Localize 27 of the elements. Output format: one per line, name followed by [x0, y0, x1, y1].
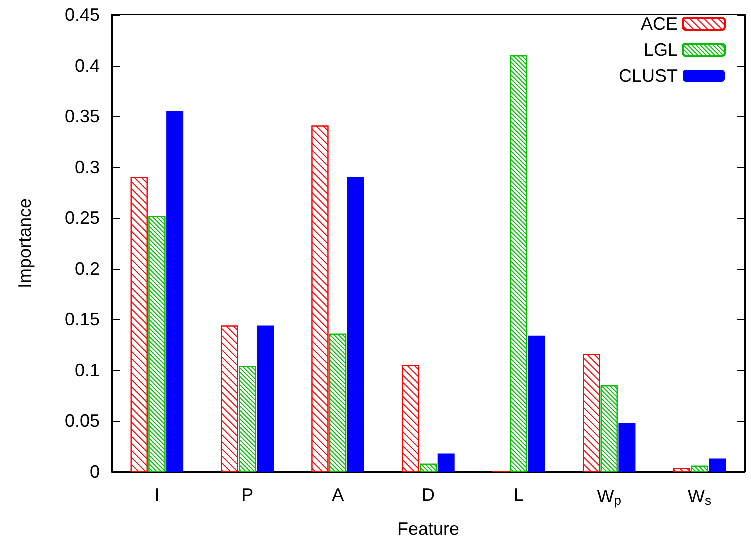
x-tick-label: D: [422, 485, 435, 505]
y-tick-label: 0.15: [64, 310, 100, 330]
bar: [618, 423, 636, 472]
legend-label: LGL: [644, 40, 678, 60]
bar: [438, 454, 455, 472]
y-tick-label: 0.45: [64, 5, 100, 25]
bar: [528, 336, 546, 472]
y-tick-label: 0.4: [74, 56, 100, 76]
bar: [709, 458, 726, 472]
legend-label: CLUST: [618, 66, 678, 86]
y-tick-label: 0.25: [64, 208, 100, 228]
x-tick-label: L: [514, 485, 524, 505]
x-tick-label: A: [332, 485, 344, 505]
bar: [166, 111, 184, 472]
x-axis-title: Feature: [397, 519, 460, 539]
y-tick-label: 0.35: [64, 106, 100, 127]
y-tick-label: 0.2: [74, 258, 100, 279]
y-tick-label: 0.3: [74, 157, 100, 178]
y-tick-label: 0.05: [64, 411, 100, 432]
x-tick-label: I: [154, 485, 160, 505]
bar: [347, 177, 364, 472]
x-tick-label: P: [242, 485, 254, 505]
y-axis-title: Importance: [15, 198, 35, 289]
y-tick-label: 0: [90, 462, 100, 482]
bar: [256, 326, 274, 472]
y-tick-label: 0.1: [74, 360, 100, 380]
legend-label: ACE: [640, 14, 678, 34]
